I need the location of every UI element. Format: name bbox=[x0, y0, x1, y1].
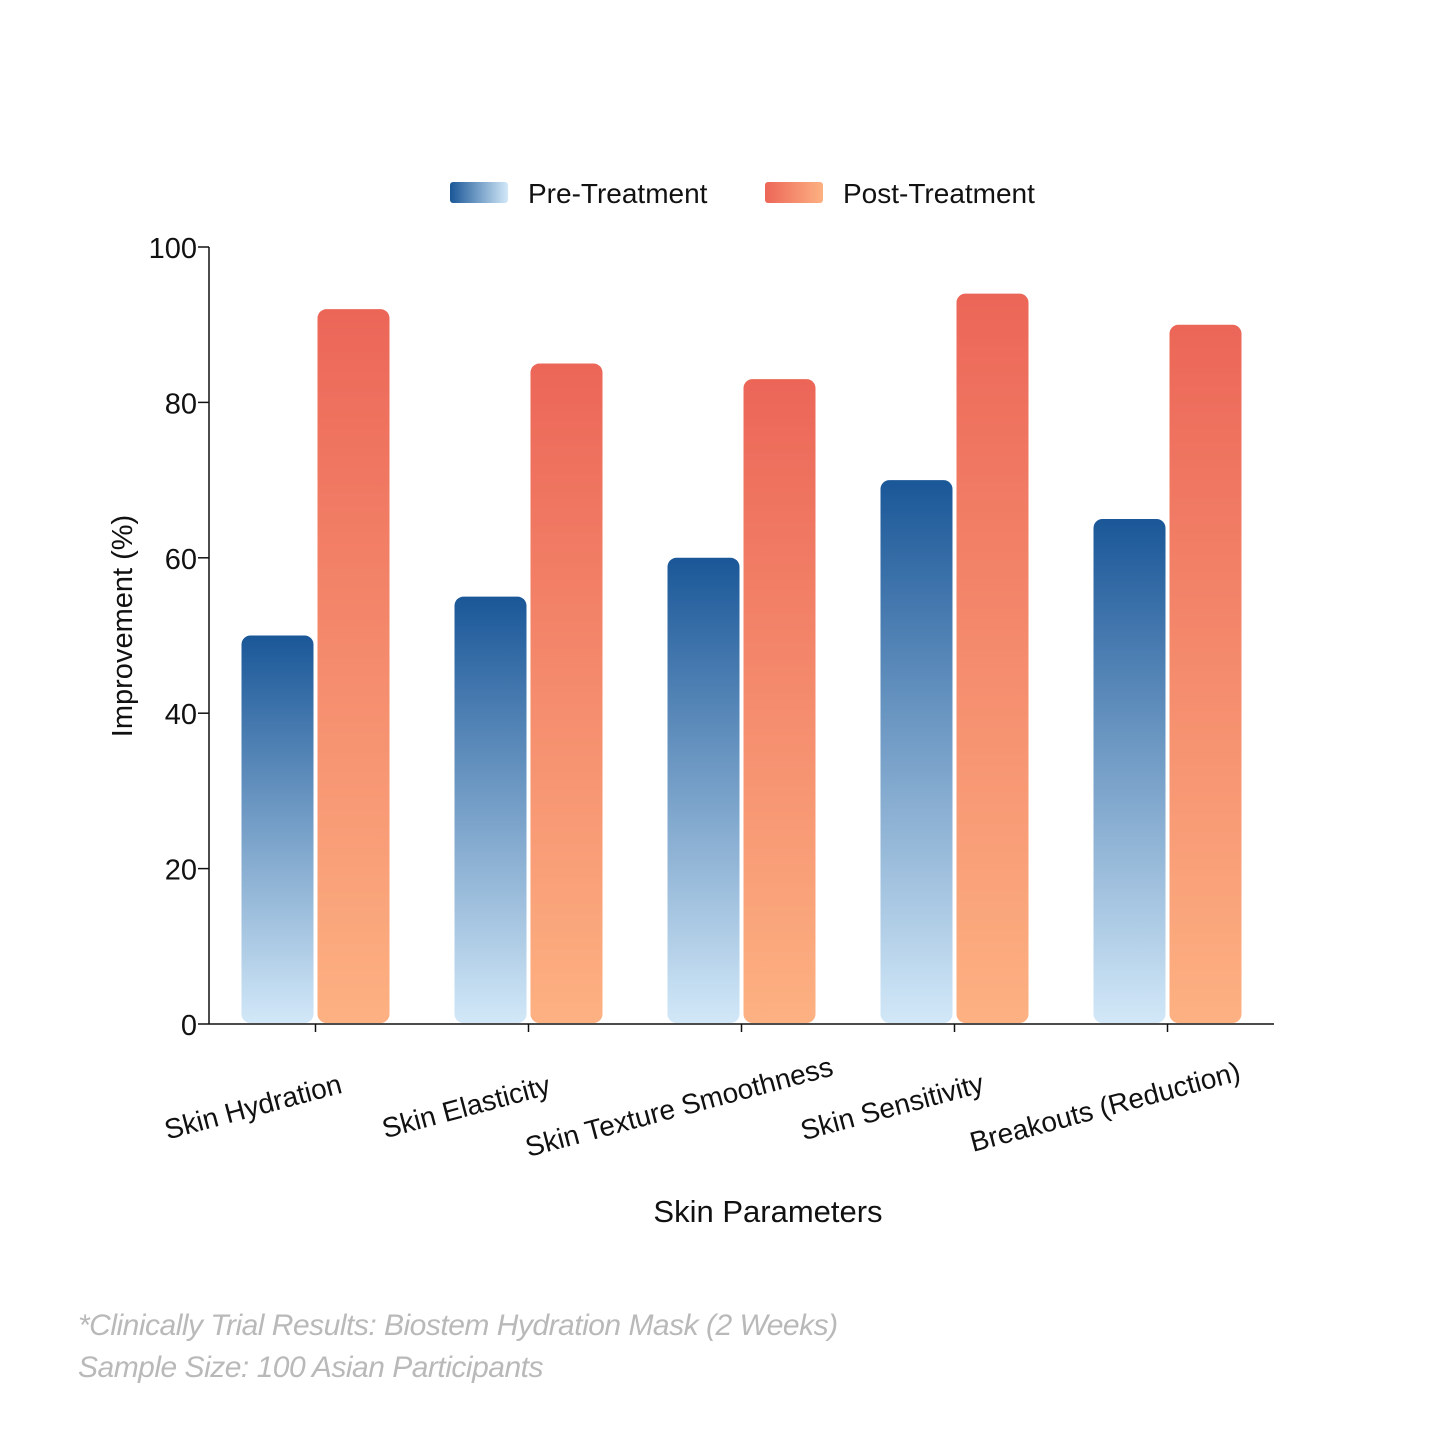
legend-swatch bbox=[765, 182, 823, 203]
y-tick-label: 40 bbox=[165, 699, 197, 731]
legend-label: Pre-Treatment bbox=[528, 178, 708, 209]
footnote-sample-size: Sample Size: 100 Asian Participants bbox=[78, 1351, 543, 1384]
y-tick-label: 20 bbox=[165, 855, 197, 887]
footnote-trial-results: *Clinically Trial Results: Biostem Hydra… bbox=[78, 1309, 838, 1342]
y-tick-label: 0 bbox=[181, 1010, 197, 1042]
bar-post-treatment bbox=[956, 293, 1029, 1023]
x-tick-label: Breakouts (Reduction) bbox=[966, 1056, 1243, 1158]
y-tick-label: 80 bbox=[165, 388, 197, 420]
bar-pre-treatment bbox=[1093, 518, 1166, 1023]
legend: Pre-Treatment Post-Treatment bbox=[450, 178, 1035, 209]
bar-post-treatment bbox=[530, 363, 603, 1023]
bar-post-treatment bbox=[317, 309, 390, 1023]
bars bbox=[241, 293, 1242, 1024]
legend-label: Post-Treatment bbox=[843, 178, 1035, 209]
y-tick-label: 60 bbox=[165, 544, 197, 576]
bar-pre-treatment bbox=[241, 635, 314, 1023]
y-tick-label: 100 bbox=[149, 233, 197, 265]
legend-swatch bbox=[450, 182, 508, 203]
bar-post-treatment bbox=[743, 379, 816, 1024]
bar-pre-treatment bbox=[880, 480, 953, 1024]
bar-pre-treatment bbox=[667, 557, 740, 1023]
x-tick-label: Skin Hydration bbox=[161, 1068, 345, 1145]
bar-pre-treatment bbox=[454, 596, 527, 1023]
bar-post-treatment bbox=[1169, 324, 1242, 1023]
y-axis: 0 20 40 60 80 100 bbox=[149, 233, 210, 1042]
x-tick-label: Skin Texture Smoothness bbox=[522, 1051, 836, 1163]
x-axis-label: Skin Parameters bbox=[653, 1194, 882, 1229]
y-axis-label: Improvement (%) bbox=[107, 515, 139, 737]
